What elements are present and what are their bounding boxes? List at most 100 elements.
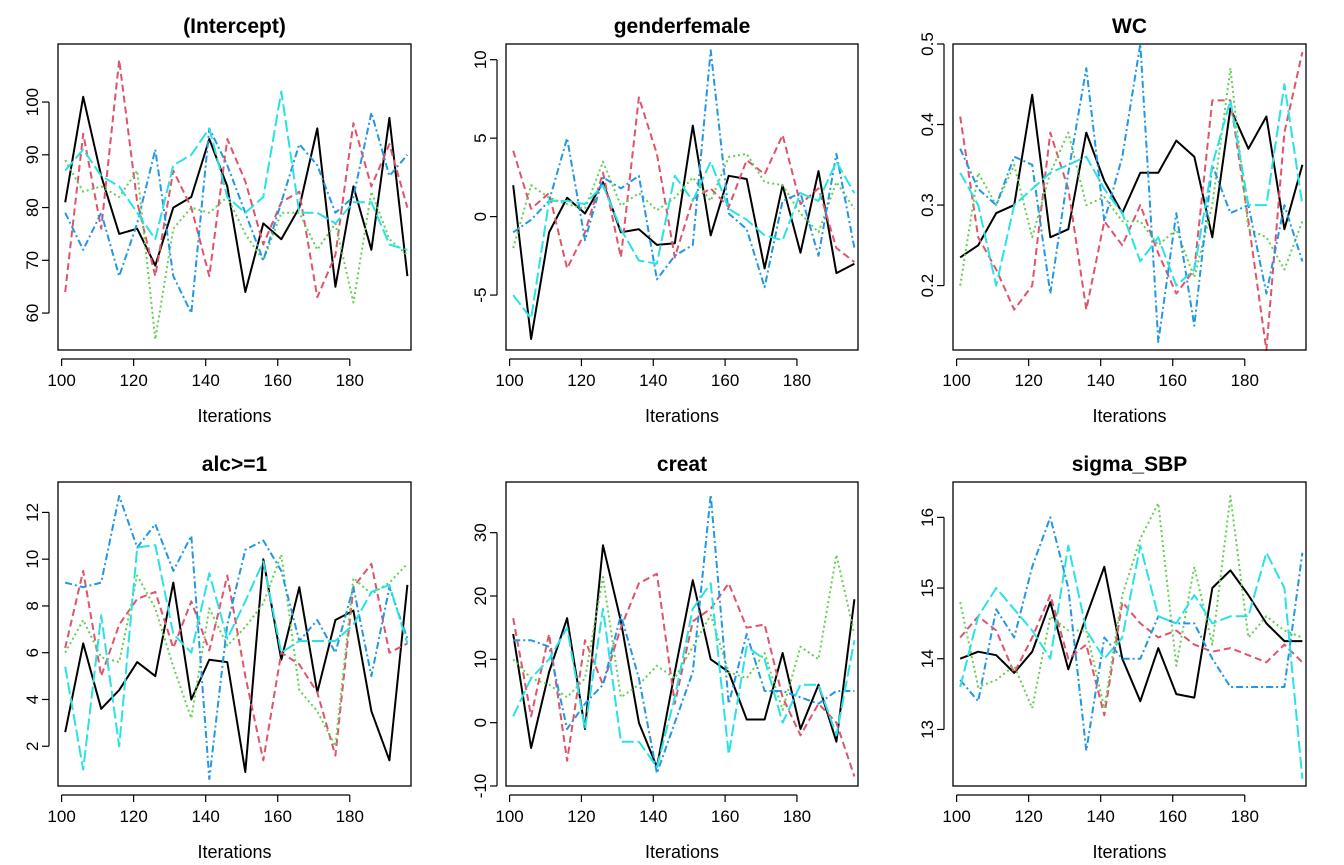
x-tick-label: 140: [639, 371, 667, 390]
y-tick-label: 10: [471, 650, 490, 669]
x-tick-label: 180: [1231, 807, 1259, 826]
y-axis: 0.2 0.3 0.4 0.5: [918, 32, 945, 297]
panel-title: WC: [1112, 15, 1147, 38]
x-axis-label: Iterations: [197, 406, 271, 426]
x-tick-label: 140: [639, 807, 667, 826]
y-tick-label: 5: [471, 133, 490, 142]
series-line-1: [64, 558, 409, 773]
series-line-5: [959, 544, 1304, 779]
y-tick-label: 10: [23, 550, 42, 569]
x-tick-label: 180: [783, 807, 811, 826]
x-axis: 100 120 140 160 180 Iterations: [47, 794, 364, 862]
x-tick-label: 160: [711, 371, 739, 390]
y-tick-label: 0.4: [918, 113, 937, 137]
series-line-2: [512, 96, 856, 270]
x-tick-label: 180: [336, 371, 364, 390]
y-tick-label: 13: [918, 720, 937, 739]
y-tick-label: 10: [471, 50, 490, 69]
series-line-4: [512, 49, 856, 289]
plot-frame: [505, 481, 859, 787]
x-tick-label: 100: [495, 371, 523, 390]
y-tick-label: 0.5: [918, 32, 937, 56]
y-axis: 13 14 15 16: [918, 508, 945, 739]
panel-title: creat: [657, 453, 707, 476]
series-line-3: [512, 553, 856, 711]
x-tick-label: 160: [1159, 371, 1187, 390]
x-axis-label: Iterations: [645, 406, 719, 426]
series-line-1: [959, 93, 1304, 259]
x-tick-label: 120: [119, 371, 147, 390]
x-axis: 100 120 140 160 180 Iterations: [942, 794, 1259, 862]
y-tick-label: 16: [918, 508, 937, 527]
series-line-5: [512, 582, 856, 768]
y-tick-label: 30: [471, 523, 490, 542]
y-tick-label: 20: [471, 587, 490, 606]
series-line-4: [513, 493, 855, 775]
x-tick-label: 160: [264, 807, 292, 826]
x-tick-label: 120: [1014, 807, 1042, 826]
x-tick-label: 100: [47, 371, 75, 390]
panel-6: sigma_SBP 100 120 140 160 180 Iterations 13 14 15…: [918, 453, 1307, 862]
y-tick-label: 60: [23, 304, 42, 323]
plot-frame: [952, 43, 1307, 351]
series-line-2: [64, 58, 409, 299]
y-tick-label: -10: [471, 774, 490, 799]
series-line-2: [512, 572, 856, 777]
x-tick-label: 160: [1159, 807, 1187, 826]
y-tick-label: 80: [23, 198, 42, 217]
y-tick-label: 70: [23, 251, 42, 270]
x-tick-label: 160: [264, 371, 292, 390]
x-tick-label: 140: [1086, 371, 1114, 390]
y-tick-label: 14: [918, 649, 937, 668]
series-line-5: [512, 160, 856, 320]
panel-4: alc>=1 100 120 140 160 180 Iterations 2 4 6 8 10 12: [23, 453, 412, 862]
x-axis-label: Iterations: [1092, 406, 1166, 426]
plot-frame: [57, 481, 412, 787]
y-tick-label: 8: [23, 601, 42, 610]
x-tick-label: 180: [783, 371, 811, 390]
x-tick-label: 140: [191, 807, 219, 826]
plot-frame: [57, 43, 412, 351]
x-axis-label: Iterations: [197, 842, 271, 862]
x-axis-label: Iterations: [645, 842, 719, 862]
y-tick-label: -5: [471, 288, 490, 303]
x-tick-label: 100: [47, 807, 75, 826]
x-tick-label: 180: [1231, 371, 1259, 390]
series-line-5: [64, 90, 408, 251]
y-axis: -5 0 5 10: [471, 50, 498, 303]
series-line-3: [64, 159, 409, 341]
x-tick-label: 160: [711, 807, 739, 826]
series-line-2: [959, 51, 1304, 351]
y-tick-label: 0.3: [918, 193, 937, 217]
series-line-4: [64, 111, 409, 315]
y-tick-label: 2: [23, 742, 42, 751]
x-tick-label: 120: [1014, 371, 1042, 390]
panel-2: genderfemale 100 120 140 160 180 Iterations -5 0…: [471, 15, 859, 426]
series-line-4: [64, 495, 409, 780]
x-tick-label: 140: [191, 371, 219, 390]
x-tick-label: 180: [336, 807, 364, 826]
series-line-5: [959, 83, 1304, 287]
y-tick-label: 0: [471, 212, 490, 221]
series-line-4: [959, 516, 1304, 752]
series-line-1: [64, 95, 409, 293]
y-tick-label: 100: [23, 88, 42, 116]
x-tick-label: 100: [495, 807, 523, 826]
y-axis: -10 0 10 20 30: [471, 523, 498, 799]
panel-title: alc>=1: [202, 453, 268, 476]
x-axis: 100 120 140 160 180 Iterations: [495, 794, 811, 862]
x-axis: 100 120 140 160 180 Iterations: [942, 358, 1259, 426]
x-axis: 100 120 140 160 180 Iterations: [47, 358, 364, 426]
x-tick-label: 100: [942, 371, 970, 390]
panel-1: (Intercept) 100 120 140 160 180 Iterations 60 70…: [23, 15, 412, 426]
y-tick-label: 0: [471, 718, 490, 727]
y-tick-label: 12: [23, 503, 42, 522]
panel-5: creat 100 120 140 160 180 Iterations -10 0 10 20 30: [471, 453, 859, 862]
y-axis: 2 4 6 8 10 12: [23, 503, 50, 751]
plot-frame: [505, 43, 859, 351]
series-line-1: [512, 544, 856, 768]
panel-title: sigma_SBP: [1072, 453, 1188, 476]
series-line-5: [64, 544, 409, 771]
series-line-1: [959, 565, 1303, 703]
panel-3: WC 100 120 140 160 180 Iterations 0.2 0.3 0.4 0.5: [918, 15, 1307, 426]
